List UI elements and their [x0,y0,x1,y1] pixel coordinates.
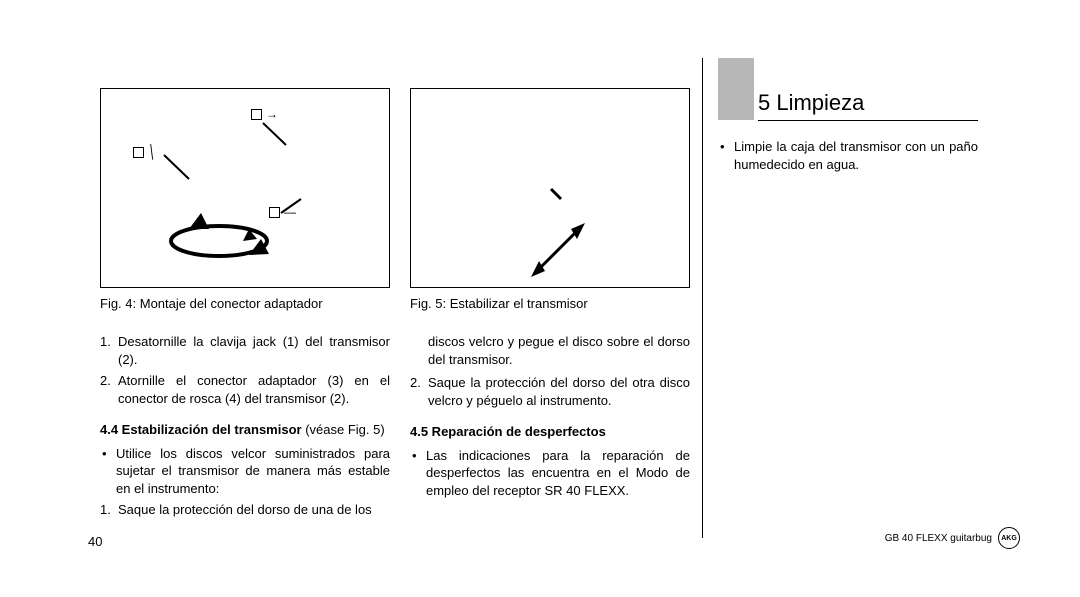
section-5-rule [758,120,978,121]
sec45-bullet: Las indicaciones para la reparación de d… [410,447,690,500]
section5-bullet: Limpie la caja del transmisor con un pañ… [718,138,978,173]
mid-cont-1: discos velcro y pegue el disco sobre el … [410,333,690,368]
fig4-callout-2: ╲ [133,145,155,159]
footer-model-text: GB 40 FLEXX guitarbug [885,533,992,544]
sec44-step-1: 1.Saque la protección del dorso de una d… [100,501,390,519]
left-column: → ╲ — Fig. 4: Montaje del conector adapt… [100,88,390,523]
manual-page: → ╲ — Fig. 4: Montaje del conector adapt… [0,0,1080,597]
figure-4-box: → ╲ — [100,88,390,288]
fig4-callout-3: — [269,205,296,219]
left-body-text: 1.Desatornille la clavija jack (1) del t… [100,333,390,519]
figure-4-caption: Fig. 4: Montaje del conector adaptador [100,296,390,311]
section-marker-box [718,58,754,120]
footer-right: GB 40 FLEXX guitarbug AKG [885,527,1020,549]
middle-column: Fig. 5: Estabilizar el transmisor discos… [410,88,690,503]
left-step-2: 2.Atornille el conector adaptador (3) en… [100,372,390,407]
mid-body-text: discos velcro y pegue el disco sobre el … [410,333,690,499]
right-body-text: Limpie la caja del transmisor con un pañ… [718,138,978,177]
page-number: 40 [88,534,102,549]
section-5-title: 5 Limpieza [758,90,864,120]
column-divider [702,58,703,538]
fig4-callout-1: → [251,107,278,121]
sec44-bullet: Utilice los discos velcor suministrados … [100,445,390,498]
figure-4-drawing [101,89,391,289]
figure-5-caption: Fig. 5: Estabilizar el transmisor [410,296,690,311]
section-4-4-heading: 4.4 Estabilización del transmisor (véase… [100,421,390,439]
mid-step-2: 2.Saque la protección del dorso del otra… [410,374,690,409]
section-4-5-heading: 4.5 Reparación de desperfectos [410,423,690,441]
akg-logo-icon: AKG [998,527,1020,549]
left-step-1: 1.Desatornille la clavija jack (1) del t… [100,333,390,368]
figure-5-drawing [411,89,691,289]
figure-5-box [410,88,690,288]
